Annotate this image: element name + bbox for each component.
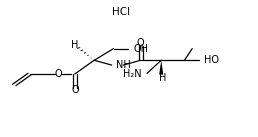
Polygon shape [159, 60, 163, 75]
Text: HO: HO [204, 55, 219, 65]
Text: OH: OH [134, 44, 149, 54]
Text: O: O [54, 69, 62, 79]
Text: H₂N: H₂N [123, 69, 142, 79]
Text: H: H [71, 40, 78, 49]
Text: NH: NH [116, 60, 131, 70]
Text: O: O [137, 38, 144, 48]
Text: HCl: HCl [112, 7, 130, 17]
Text: H: H [159, 73, 166, 83]
Text: O: O [71, 85, 79, 95]
